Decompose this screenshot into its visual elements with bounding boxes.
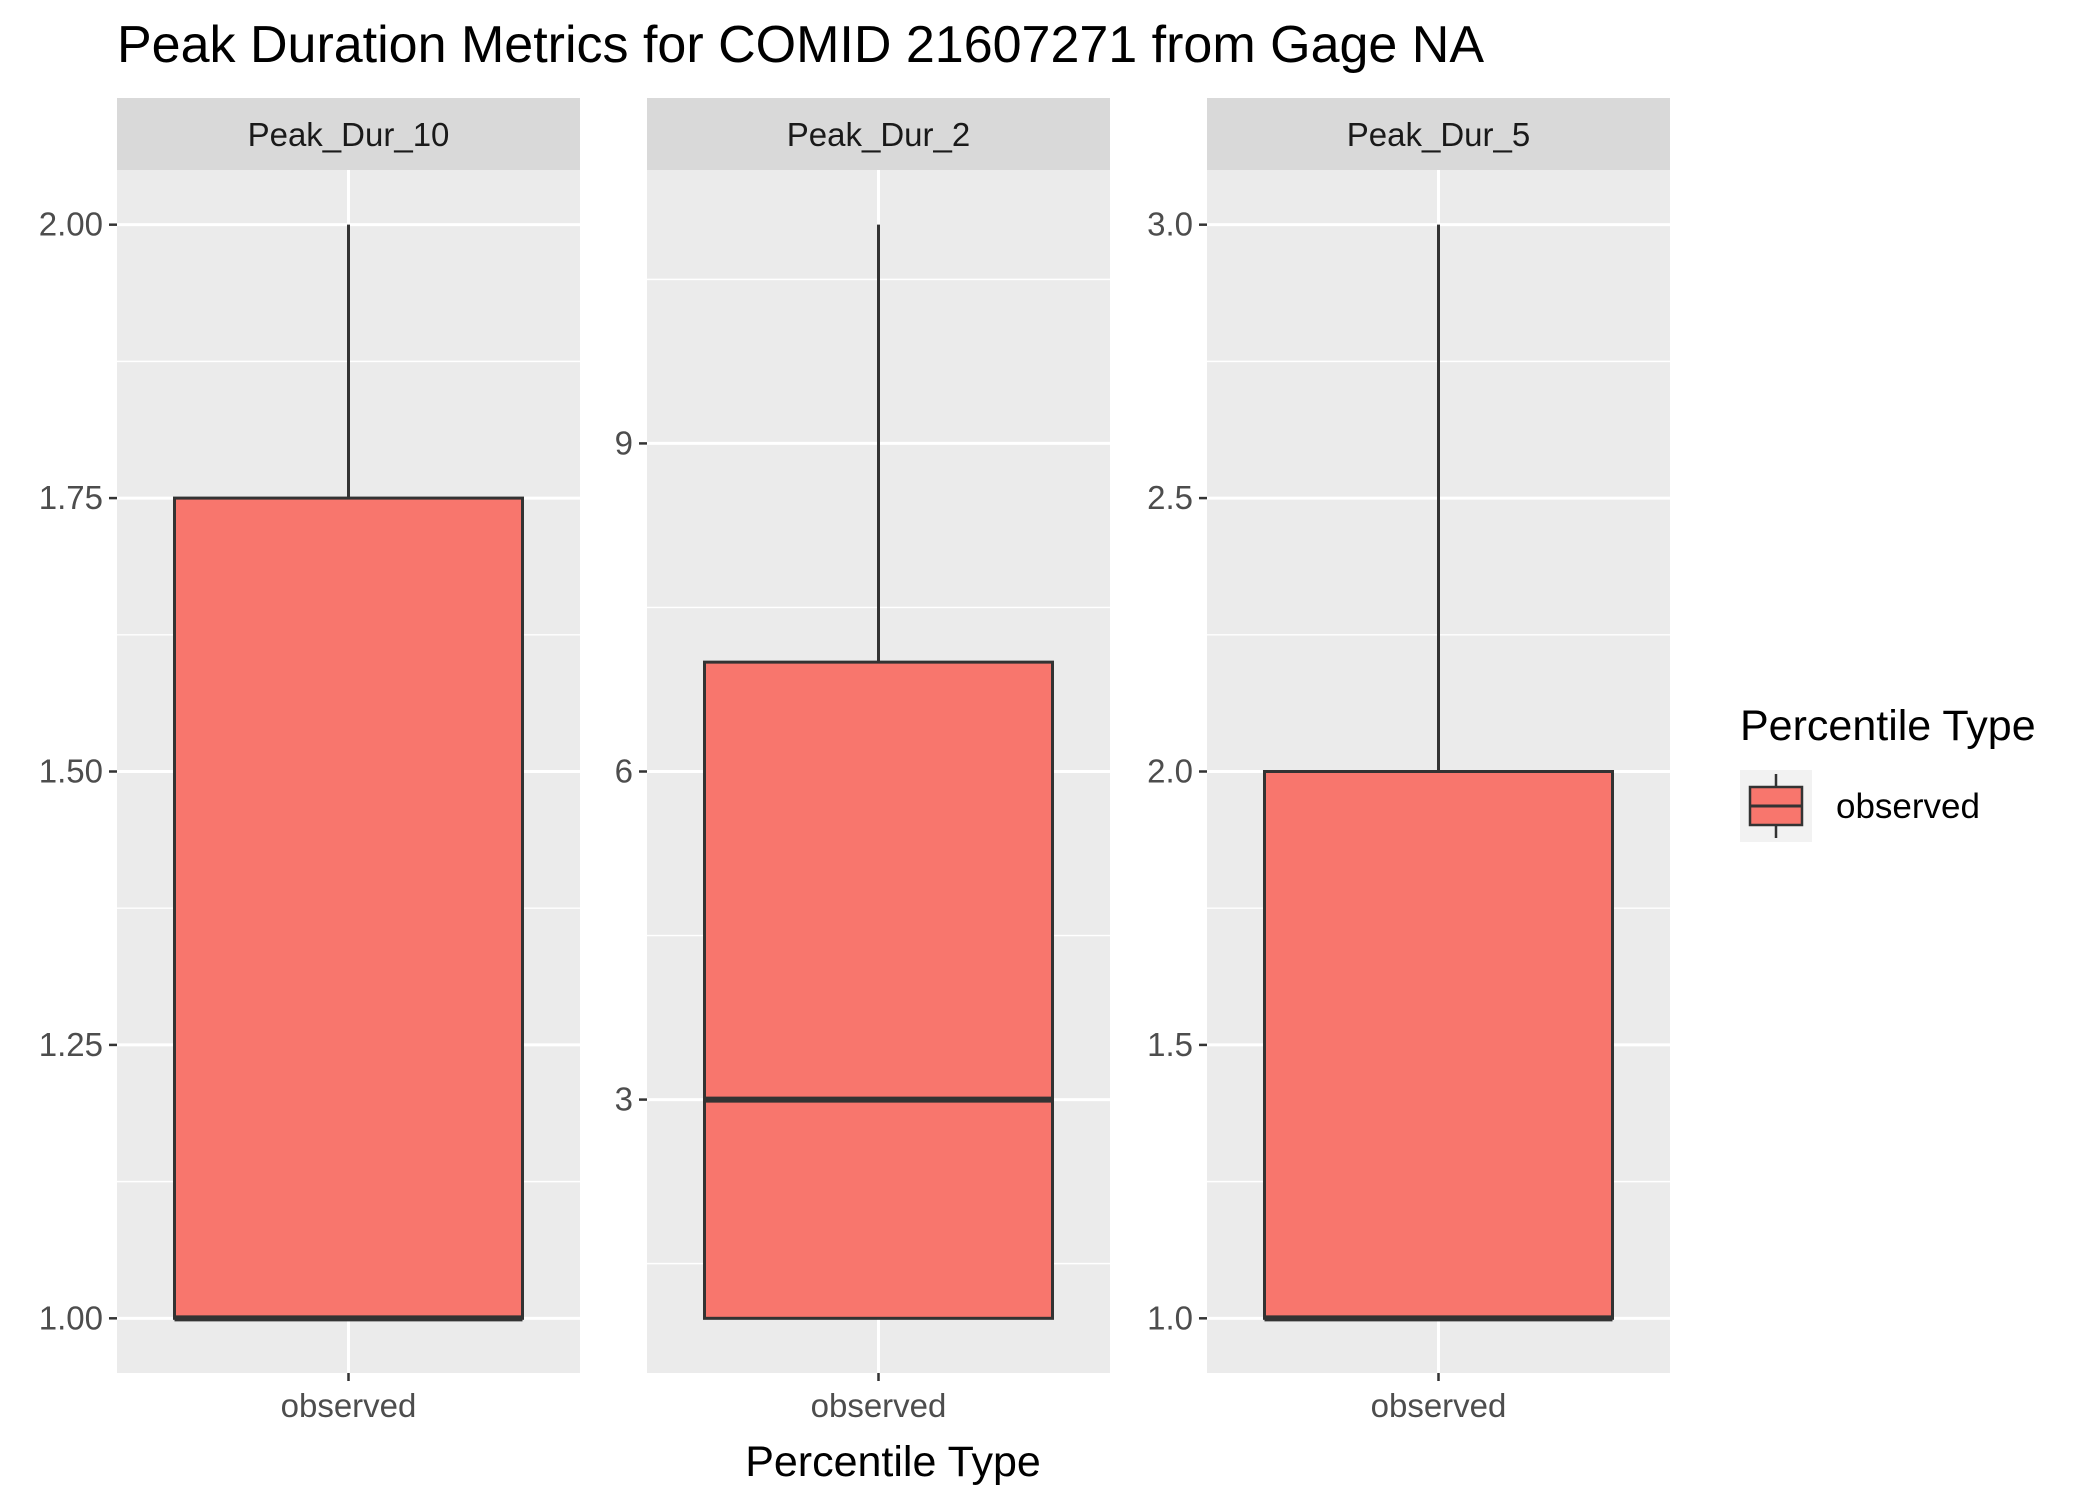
facet-panel: Peak_Dur_5 1.0 1.5 2.0 2.5 3.0 observed [1147,98,1670,1424]
strip-background [647,98,1110,170]
y-tick-label: 2.5 [1147,479,1193,516]
x-tick-label: observed [811,1387,947,1424]
x-tick-label: observed [1371,1387,1507,1424]
y-tick-label: 1.5 [1147,1026,1193,1063]
legend-entries: observed [1740,770,1980,842]
y-tick-label: 6 [615,753,633,790]
strip-background [1207,98,1670,170]
box [703,660,1054,1320]
x-tick-label: observed [281,1387,417,1424]
y-tick-label: 1.0 [1147,1299,1193,1336]
strip-label: Peak_Dur_2 [787,116,970,153]
y-tick-label: 3 [615,1081,633,1118]
facet-panels: Peak_Dur_101.001.251.501.752.00observedP… [39,98,1670,1424]
box [173,496,524,1320]
strip-label: Peak_Dur_5 [1347,116,1530,153]
box [1263,770,1614,1320]
strip-label: Peak_Dur_10 [248,116,450,153]
legend-title: Percentile Type [1740,702,2036,750]
y-tick-label: 1.00 [39,1299,103,1336]
chart-title: Peak Duration Metrics for COMID 21607271… [117,16,1484,74]
facet-panel: Peak_Dur_10 1.00 1.25 1.50 1.75 2.00 observed [39,98,580,1424]
y-tick-label: 1.75 [39,479,103,516]
y-tick-label: 1.25 [39,1026,103,1063]
strip-background [117,98,580,170]
y-tick-label: 9 [615,424,633,461]
y-tick-label: 2.0 [1147,753,1193,790]
y-tick-label: 3.0 [1147,206,1193,243]
legend: Percentile Type observed [1740,702,2036,842]
facet-panel: Peak_Dur_2 3 6 9 observed [615,98,1110,1424]
legend-label: observed [1836,787,1980,826]
y-tick-label: 2.00 [39,206,103,243]
x-axis-title: Percentile Type [745,1438,1041,1486]
y-tick-label: 1.50 [39,753,103,790]
